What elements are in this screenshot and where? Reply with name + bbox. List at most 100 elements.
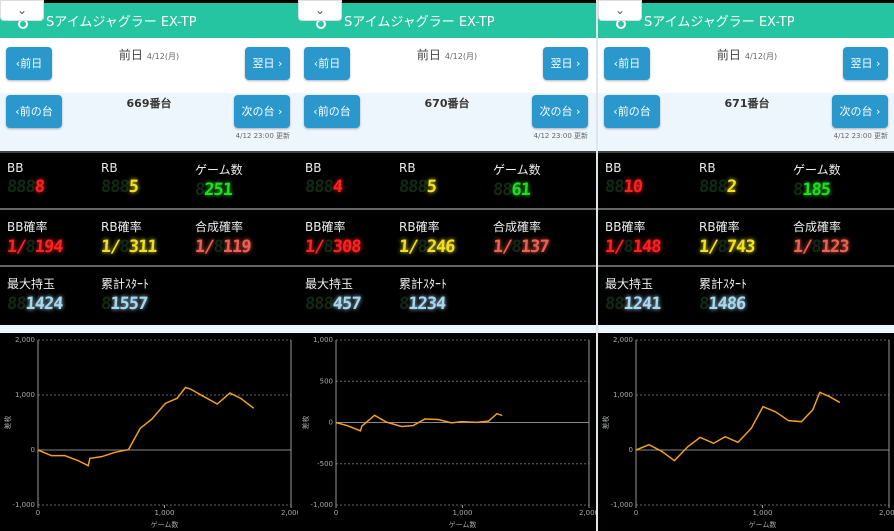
chevron-down-icon[interactable]: ⌄ [0, 0, 44, 21]
prev-day-button[interactable]: ‹前日 [6, 47, 52, 80]
data-point [77, 460, 79, 462]
x-tick-label: 0 [334, 509, 338, 517]
data-point [661, 450, 663, 452]
day-nav: ‹前日 前日 4/12(月) 翌日 › [0, 38, 298, 93]
prev-day-button[interactable]: ‹前日 [604, 47, 650, 80]
x-axis-title: ゲーム数 [151, 520, 179, 529]
machine-panel: Sアイムジャグラー EX-TP ⌄ ‹前日 前日 4/12(月) 翌日 › ‹前の… [298, 0, 596, 531]
prev-day-button[interactable]: ‹前日 [304, 47, 350, 80]
y-tick-label: -1,000 [310, 501, 333, 509]
data-point [127, 449, 130, 451]
counts-row: BB 8888 RB 8885 ゲーム数 8251 [0, 151, 298, 208]
bb-value: 8888 [6, 177, 45, 197]
max_balls-value: 881424 [6, 294, 64, 314]
bb-value: 8884 [304, 177, 343, 197]
data-point [385, 421, 387, 423]
slump-line [335, 412, 503, 432]
updated-time: 4/12 23:00 更新 [533, 132, 588, 140]
next-day-button[interactable]: 翌日 › [245, 47, 290, 80]
machine-nav: ‹前の台 670番台 次の台 › 4/12 23:00 更新 [298, 93, 596, 151]
chevron-down-icon[interactable]: ⌄ [598, 0, 642, 21]
slump-line [37, 386, 254, 467]
data-point [774, 411, 776, 413]
data-point [451, 422, 453, 424]
total_start-value: 81557 [100, 294, 148, 314]
data-point [648, 444, 650, 446]
data-point [139, 427, 141, 429]
next-machine-button[interactable]: 次の台 › [532, 95, 588, 128]
games-value: 8251 [194, 180, 233, 200]
data-point [635, 449, 637, 451]
data-point [412, 425, 414, 427]
data-point [687, 446, 689, 448]
y-tick-label: 0 [629, 446, 633, 454]
bb_rate-value: 1/8308 [304, 237, 362, 257]
rb-value: 8882 [698, 177, 737, 197]
divider [0, 325, 298, 333]
data-point [87, 465, 89, 467]
data-point [712, 442, 715, 444]
chevron-down-icon[interactable]: ⌄ [298, 0, 342, 21]
machine-panel: Sアイムジャグラー EX-TP ⌄ ‹前日 前日 4/12(月) 翌日 › ‹前の… [0, 0, 298, 531]
balls-row: 最大持玉 881424 累計ｽﾀｰﾄ 81557 [0, 265, 298, 322]
data-point [800, 421, 803, 423]
day-title: 前日 4/12(月) [118, 48, 180, 62]
data-point [240, 397, 242, 399]
next-machine-button[interactable]: 次の台 › [234, 95, 290, 128]
day-title: 前日 4/12(月) [416, 48, 478, 62]
rates-row: BB確率 1/8148 RB確率 1/8743 合成確率 1/8123 [598, 208, 894, 265]
data-point [762, 406, 764, 408]
data-point [164, 402, 166, 404]
y-tick-label: 2,000 [613, 336, 633, 344]
day-title: 前日 4/12(月) [716, 48, 778, 62]
next-day-button[interactable]: 翌日 › [543, 47, 588, 80]
bb-value: 8810 [604, 177, 643, 197]
stats-board: BB 8884 RB 8885 ゲーム数 8861 BB確率 1/8308 RB確率 1/… [298, 151, 596, 325]
bb_rate-value: 1/8148 [604, 237, 662, 257]
data-point [496, 413, 498, 415]
slump-chart: -1,000 -500 0 500 1,000 0 1,000 2,000 ゲーム数 差枚 [298, 333, 596, 531]
machine-title: Sアイムジャグラー EX-TP [344, 15, 495, 30]
app-header: Sアイムジャグラー EX-TP [0, 3, 298, 38]
day-nav: ‹前日 前日 4/12(月) 翌日 › [298, 38, 596, 93]
x-tick-label: 2,000 [879, 509, 894, 517]
data-point [101, 456, 103, 458]
total_rate-value: 1/8119 [194, 237, 252, 257]
x-tick-label: 0 [634, 509, 638, 517]
data-point [64, 455, 66, 457]
data-point [812, 409, 814, 411]
prev-machine-button[interactable]: ‹前の台 [604, 95, 660, 128]
prev-machine-button[interactable]: ‹前の台 [6, 95, 62, 128]
data-point [828, 395, 830, 397]
stats-board: BB 8888 RB 8885 ゲーム数 8251 BB確率 1/8194 RB確率 1/… [0, 151, 298, 325]
total_start-value: 81486 [698, 294, 746, 314]
total_rate-value: 1/8137 [492, 237, 550, 257]
balls-row: 最大持玉 888457 累計ｽﾀｰﾄ 81234 [298, 265, 596, 322]
y-axis-title: 差枚 [3, 416, 12, 430]
counts-row: BB 8884 RB 8885 ゲーム数 8861 [298, 151, 596, 208]
data-point [201, 395, 203, 397]
x-tick-label: 2,000 [281, 509, 298, 517]
machine-number: 669番台 [126, 97, 172, 110]
x-tick-label: 0 [36, 509, 40, 517]
total_start-value: 81234 [398, 294, 446, 314]
next-day-button[interactable]: 翌日 › [843, 47, 888, 80]
next-machine-button[interactable]: 次の台 › [832, 95, 888, 128]
prev-machine-button[interactable]: ‹前の台 [304, 95, 360, 128]
total_rate-value: 1/8123 [792, 237, 850, 257]
app-header: Sアイムジャグラー EX-TP [298, 3, 596, 38]
rates-row: BB確率 1/8194 RB確率 1/8311 合成確率 1/8119 [0, 208, 298, 265]
data-point [189, 388, 192, 390]
y-tick-label: -1,000 [610, 501, 633, 509]
y-tick-label: 0 [329, 419, 333, 427]
data-point [361, 425, 363, 427]
max_balls-value: 881241 [604, 294, 662, 314]
data-point [89, 457, 91, 459]
machine-number: 671番台 [724, 97, 770, 110]
data-point [501, 414, 503, 416]
stats-board: BB 8810 RB 8882 ゲーム数 8185 BB確率 1/8148 RB確率 1/… [598, 151, 894, 325]
